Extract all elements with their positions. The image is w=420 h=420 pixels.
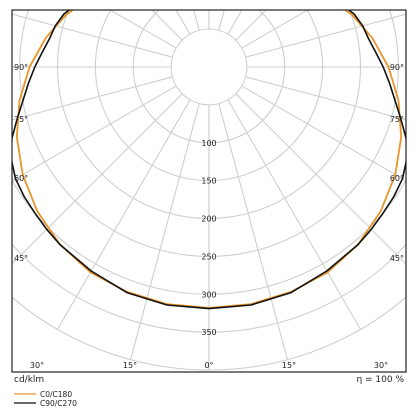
angle-label-right-1: 75° (390, 115, 404, 124)
grid-spoke-30-right (227, 99, 361, 330)
grid-spoke-30-left (57, 99, 191, 330)
radial-tick-250: 250 (201, 252, 216, 261)
angle-label-left-3: 45° (14, 254, 28, 263)
grid-spoke-75-right (245, 76, 406, 121)
angle-label-left-1: 75° (14, 115, 28, 124)
grid-spoke-105-right (245, 13, 406, 58)
polar-grid (12, 10, 406, 371)
angle-label-left-0: 90° (14, 63, 28, 72)
radial-tick-200: 200 (201, 215, 216, 224)
plot-frame (11, 9, 407, 373)
grid-spoke-120-left (109, 10, 177, 49)
angle-label-left-2: 60° (14, 174, 28, 183)
angle-label-right-3: 45° (390, 254, 404, 263)
grid-spoke-60-left (12, 85, 177, 182)
radial-tick-100: 100 (201, 139, 216, 148)
grid-spoke-105-left (12, 13, 173, 58)
angle-label-bottom-3: 15° (282, 361, 296, 370)
grid-spoke-120-right (241, 10, 309, 49)
angle-label-bottom-0: 30° (30, 361, 44, 370)
grid-spoke-15-right (218, 103, 288, 360)
angle-label-bottom-1: 15° (123, 361, 137, 370)
radial-tick-350: 350 (201, 328, 216, 337)
grid-spoke-60-right (241, 85, 406, 182)
grid-spoke-15-left (130, 103, 200, 360)
angle-label-right-2: 60° (390, 174, 404, 183)
tick-label-layer: 100 150 200 250 300 350 90° 75° 60° 45° 90° 75° 60° 4… (14, 63, 404, 370)
legend: C0/C180 C90/C270 (14, 390, 77, 408)
radial-tick-300: 300 (201, 290, 216, 299)
series-line-c0-c180 (15, 10, 403, 309)
curve-layer (12, 10, 406, 310)
legend-label-c90: C90/C270 (40, 399, 77, 408)
angle-label-bottom-4: 30° (374, 361, 388, 370)
unit-label: cd/klm (14, 375, 44, 385)
efficiency-label: η = 100 % (356, 375, 404, 385)
angle-label-bottom-2: 0° (204, 361, 213, 370)
grid-spoke-45-left (12, 93, 183, 265)
angle-label-right-0: 90° (390, 63, 404, 72)
grid-spoke-45-right (235, 93, 406, 265)
series-line-c90-c270 (12, 10, 406, 310)
legend-label-c0: C0/C180 (40, 390, 72, 399)
grid-spoke-75-left (12, 76, 173, 121)
radial-tick-150: 150 (201, 177, 216, 186)
